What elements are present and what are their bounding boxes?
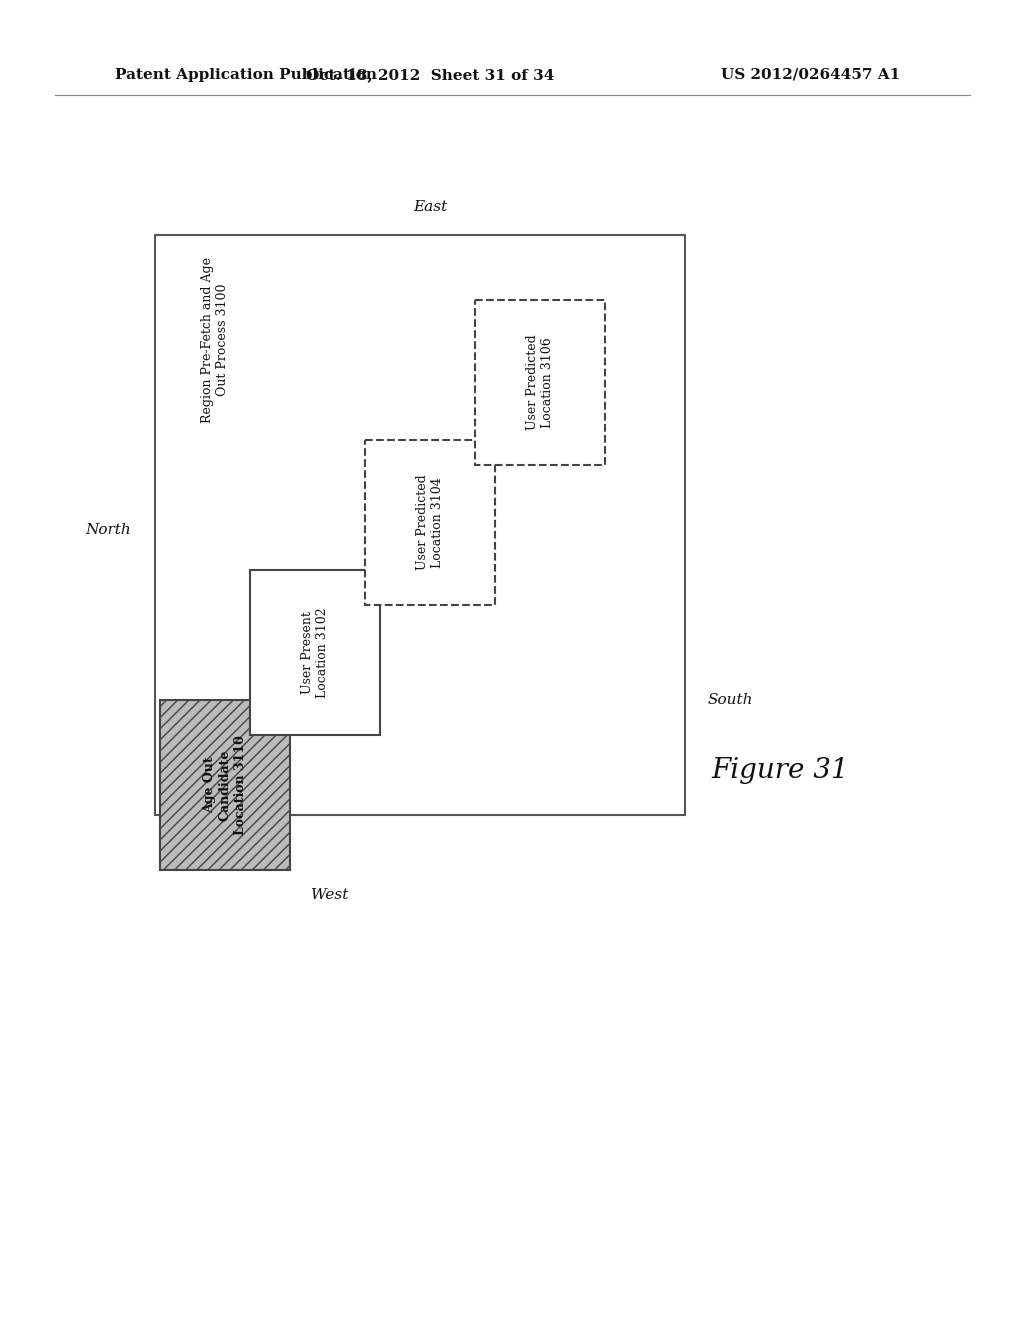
Bar	[160, 700, 290, 870]
Text: East: East	[413, 201, 447, 214]
Bar	[365, 440, 495, 605]
Text: US 2012/0264457 A1: US 2012/0264457 A1	[721, 69, 900, 82]
Text: User Predicted
Location 3104: User Predicted Location 3104	[416, 475, 444, 570]
Text: South: South	[708, 693, 753, 708]
Bar	[475, 300, 605, 465]
Text: West: West	[311, 888, 349, 902]
Bar	[155, 235, 685, 814]
Text: North: North	[85, 523, 131, 537]
Text: User Present
Location 3102: User Present Location 3102	[301, 607, 329, 698]
Text: Region Pre-Fetch and Age
Out Process 3100: Region Pre-Fetch and Age Out Process 310…	[201, 257, 229, 422]
Text: User Predicted
Location 3106: User Predicted Location 3106	[526, 335, 554, 430]
Bar	[250, 570, 380, 735]
Text: Patent Application Publication: Patent Application Publication	[115, 69, 377, 82]
Text: Age Out
Candidate
Location 3110: Age Out Candidate Location 3110	[204, 735, 247, 836]
Text: Oct. 18, 2012  Sheet 31 of 34: Oct. 18, 2012 Sheet 31 of 34	[306, 69, 554, 82]
Text: Figure 31: Figure 31	[712, 756, 849, 784]
